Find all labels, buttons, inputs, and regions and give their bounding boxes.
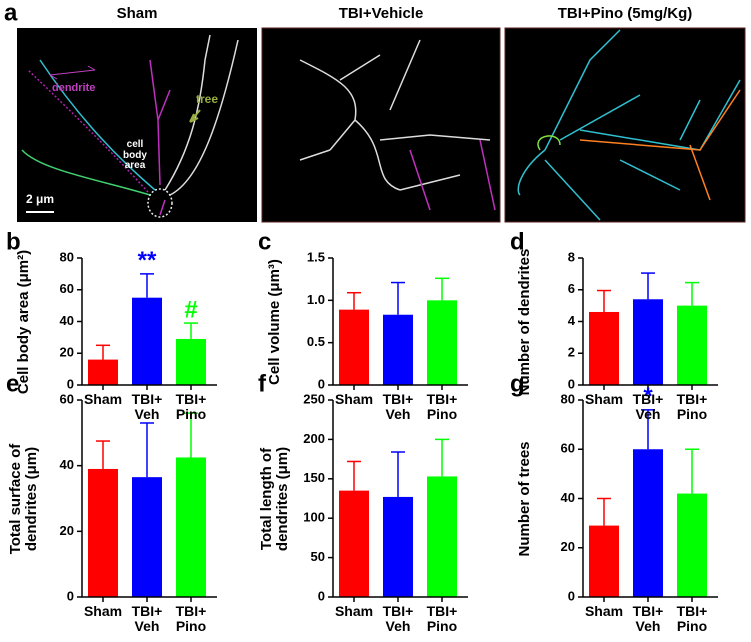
bar xyxy=(132,297,162,385)
y-tick-label: 150 xyxy=(303,470,325,485)
micrograph xyxy=(504,27,746,223)
bar xyxy=(589,311,619,385)
bar xyxy=(677,493,707,597)
bar xyxy=(339,309,369,385)
x-tick-label: TBI+ Pino xyxy=(175,603,207,634)
bar xyxy=(176,338,206,385)
y-axis-label: Total surface of dendrites (μm) xyxy=(7,443,40,554)
y-tick-label: 40 xyxy=(60,313,74,328)
y-tick-label: 100 xyxy=(303,510,325,525)
image-label: tree xyxy=(196,92,218,106)
x-tick-label: TBI+ Veh xyxy=(382,603,414,634)
y-tick-label: 50 xyxy=(311,549,325,564)
traces xyxy=(21,29,741,221)
bar xyxy=(677,305,707,385)
x-tick-label: TBI+ Veh xyxy=(632,603,664,634)
x-tick-label: Sham xyxy=(584,391,624,407)
bar xyxy=(132,477,162,597)
bar xyxy=(176,457,206,597)
y-axis-label: Cell body area (μm²) xyxy=(15,249,33,394)
x-tick-label: Sham xyxy=(83,603,123,619)
bar xyxy=(427,476,457,597)
y-tick-label: 60 xyxy=(60,391,74,406)
panel-letter: e xyxy=(6,370,19,397)
y-tick-label: 6 xyxy=(568,281,575,296)
y-tick-label: 200 xyxy=(303,431,325,446)
micrograph xyxy=(17,28,257,222)
image-label: cell body area xyxy=(123,139,147,171)
significance-mark: ** xyxy=(138,247,157,274)
y-tick-label: 250 xyxy=(303,391,325,406)
y-tick-label: 20 xyxy=(561,539,575,554)
x-tick-label: TBI+ Veh xyxy=(382,391,414,422)
x-tick-label: Sham xyxy=(83,391,123,407)
y-tick-label: 2 xyxy=(568,345,575,360)
y-axis-label: Total length of dendrites (μm) xyxy=(258,446,291,551)
y-axis-label: Number of dendrites xyxy=(516,248,534,395)
image-title: TBI+Pino (5mg/Kg) xyxy=(558,5,693,22)
x-tick-label: TBI+ Pino xyxy=(426,391,458,422)
x-tick-label: Sham xyxy=(334,391,374,407)
x-tick-label: TBI+ Pino xyxy=(676,391,708,422)
y-tick-label: 80 xyxy=(561,391,575,406)
x-tick-label: TBI+ Veh xyxy=(131,391,163,422)
image-title: TBI+Vehicle xyxy=(339,5,424,22)
panel-letter: a xyxy=(4,0,18,26)
y-tick-label: 0 xyxy=(67,376,74,391)
bar xyxy=(383,496,413,597)
x-tick-label: Sham xyxy=(584,603,624,619)
bar xyxy=(383,314,413,385)
y-tick-label: 40 xyxy=(561,490,575,505)
y-tick-label: 60 xyxy=(60,281,74,296)
arrow xyxy=(189,109,201,123)
image-label: dendrite xyxy=(52,82,95,94)
bar xyxy=(589,525,619,597)
panel-letter: g xyxy=(510,370,525,397)
scale-bar-label: 2 μm xyxy=(26,192,54,206)
bar xyxy=(633,299,663,385)
y-axis-label: Number of trees xyxy=(516,440,534,557)
y-tick-label: 8 xyxy=(568,249,575,264)
y-tick-label: 0.5 xyxy=(307,334,325,349)
y-tick-label: 80 xyxy=(60,249,74,264)
significance-mark: * xyxy=(643,383,653,410)
x-tick-label: TBI+ Pino xyxy=(676,603,708,634)
micrograph xyxy=(261,27,501,223)
y-axis-label: Cell volume (μm³) xyxy=(266,258,284,385)
y-tick-label: 20 xyxy=(60,523,74,538)
y-tick-label: 40 xyxy=(60,457,74,472)
x-tick-label: TBI+ Pino xyxy=(426,603,458,634)
bar xyxy=(88,359,118,385)
bar xyxy=(633,449,663,597)
x-tick-label: TBI+ Pino xyxy=(175,391,207,422)
y-tick-label: 1.5 xyxy=(307,249,325,264)
y-tick-label: 0 xyxy=(318,376,325,391)
x-tick-label: Sham xyxy=(334,603,374,619)
y-tick-label: 0 xyxy=(568,588,575,603)
panel-letter: f xyxy=(258,370,267,397)
arrow xyxy=(49,65,96,80)
y-tick-label: 0 xyxy=(318,588,325,603)
y-tick-label: 20 xyxy=(60,345,74,360)
y-tick-label: 1.0 xyxy=(307,292,325,307)
bar xyxy=(427,300,457,385)
y-tick-label: 0 xyxy=(67,588,74,603)
bar xyxy=(88,468,118,597)
y-tick-label: 0 xyxy=(568,376,575,391)
x-tick-label: TBI+ Veh xyxy=(632,391,664,422)
image-title: Sham xyxy=(117,5,158,22)
x-tick-label: TBI+ Veh xyxy=(131,603,163,634)
significance-mark: # xyxy=(184,296,197,323)
panel-letter: d xyxy=(510,228,525,255)
y-tick-label: 60 xyxy=(561,441,575,456)
y-tick-label: 4 xyxy=(568,313,576,328)
panel-letter: b xyxy=(6,228,21,255)
panel-letter: c xyxy=(258,228,271,255)
bar xyxy=(339,490,369,597)
